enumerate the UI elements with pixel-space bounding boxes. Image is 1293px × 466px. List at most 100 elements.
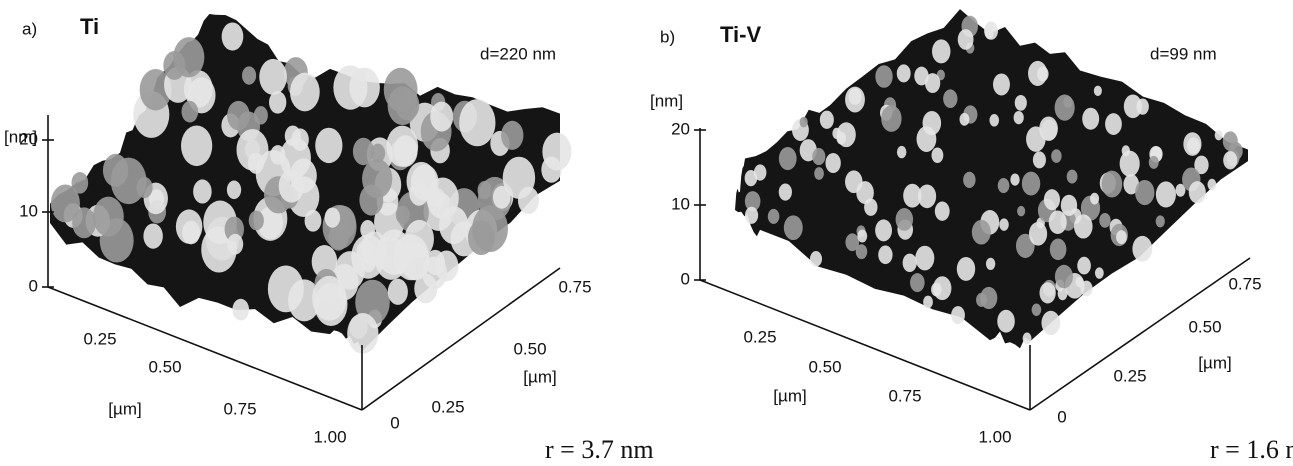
thickness: d=220 nm <box>480 44 556 63</box>
thickness: d=99 nm <box>1150 44 1217 63</box>
z-tick-label: 10 <box>19 201 38 220</box>
grain <box>878 245 893 265</box>
grain <box>541 156 562 183</box>
grain <box>1010 173 1020 186</box>
grain <box>896 145 907 159</box>
grain <box>1175 183 1186 197</box>
grain <box>915 245 935 271</box>
grain <box>856 181 874 205</box>
y-tick-label: 0 <box>390 413 399 432</box>
grain <box>914 66 929 86</box>
grain <box>1080 280 1093 297</box>
roughness: r = 1.6 nm <box>1210 435 1293 464</box>
grain <box>1223 151 1238 170</box>
x-tick-label: 0.25 <box>743 327 776 346</box>
z-tick-label: 20 <box>19 129 38 148</box>
grain <box>347 313 379 354</box>
grain <box>477 181 492 200</box>
grain <box>857 229 868 243</box>
grain <box>1060 194 1078 216</box>
z-tick-label: 0 <box>681 269 690 288</box>
grain <box>1039 282 1056 304</box>
y-tick-label: 0.75 <box>558 277 591 296</box>
grain <box>989 114 1000 127</box>
grain <box>916 126 937 152</box>
grain <box>1207 178 1217 191</box>
grain <box>1066 169 1078 184</box>
grain <box>959 112 970 126</box>
x-axis <box>699 279 1031 411</box>
grain <box>193 179 212 204</box>
grain <box>744 206 759 224</box>
grain <box>333 65 368 110</box>
grain <box>1013 110 1024 125</box>
grain <box>799 116 808 128</box>
grain <box>778 146 797 171</box>
grain <box>269 91 287 114</box>
grain <box>374 237 408 280</box>
grain <box>1116 230 1127 245</box>
y-tick-label: 0 <box>1057 407 1066 426</box>
grain <box>362 159 393 199</box>
grain <box>1123 94 1143 119</box>
grain <box>1148 155 1159 169</box>
grain <box>393 135 418 167</box>
z-tick-label: 0 <box>29 276 38 295</box>
grain <box>1014 94 1027 111</box>
y-tick-label: 0.25 <box>431 397 464 416</box>
grain <box>414 273 438 304</box>
z-unit: [nm] <box>4 127 37 146</box>
grain <box>744 191 761 212</box>
x-unit: [µm] <box>108 399 141 418</box>
grain <box>1101 170 1123 198</box>
x-tick-label: 1.00 <box>978 427 1011 446</box>
grain <box>1051 149 1062 163</box>
grain <box>767 208 780 224</box>
grain <box>1155 181 1176 208</box>
grain <box>1054 264 1073 289</box>
grain <box>1077 256 1091 275</box>
grain <box>1099 212 1111 228</box>
grain <box>291 128 309 152</box>
grain <box>895 208 914 231</box>
grain <box>241 66 257 85</box>
grain <box>951 306 965 325</box>
grain <box>50 184 80 223</box>
grain <box>259 58 287 95</box>
grain <box>963 171 976 188</box>
y-tick-label: 0.50 <box>1188 317 1221 336</box>
y-tick-label: 0.75 <box>1228 274 1261 293</box>
grain <box>1222 131 1238 151</box>
grain <box>395 89 420 121</box>
grain <box>1037 66 1049 82</box>
grain <box>93 196 124 237</box>
grain <box>809 251 823 267</box>
grain <box>1022 332 1032 345</box>
grain <box>221 22 244 51</box>
grain <box>311 244 338 279</box>
z-unit: [nm] <box>650 91 683 110</box>
grain <box>267 265 304 313</box>
grain <box>1021 171 1041 196</box>
grain <box>370 143 386 163</box>
grain <box>163 51 186 80</box>
grain <box>360 220 376 240</box>
grain <box>1093 85 1102 97</box>
grain <box>848 88 862 105</box>
grain <box>997 309 1015 333</box>
grain <box>226 180 242 200</box>
material: Ti-V <box>720 22 761 47</box>
grain <box>1049 238 1067 261</box>
grain <box>825 153 841 173</box>
grain <box>836 122 856 148</box>
grain <box>72 207 96 239</box>
grain <box>324 207 341 228</box>
grain <box>1017 205 1026 217</box>
grain <box>971 219 991 245</box>
grain <box>910 273 925 293</box>
grain <box>248 210 264 231</box>
grain <box>924 73 941 93</box>
panel: b) Ti-V d=99 nm [nm] 20 10 0 0.25 0.50 0.75 1.00 [µ… <box>650 9 1293 464</box>
x-axis <box>47 286 363 411</box>
y-unit: [µm] <box>1198 353 1231 372</box>
